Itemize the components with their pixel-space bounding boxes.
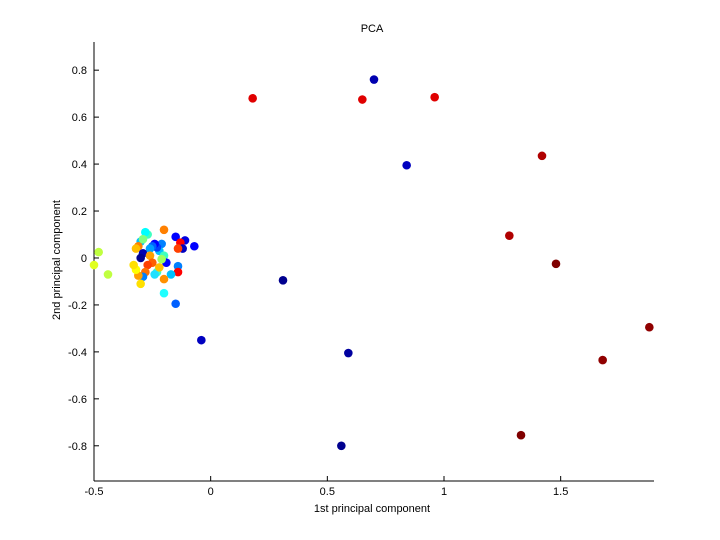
scatter-point <box>645 322 654 332</box>
y-tick-label: 0.8 <box>72 65 87 77</box>
scatter-point <box>136 253 145 263</box>
scatter-point <box>505 231 514 240</box>
scatter-point <box>155 263 164 272</box>
y-tick-label: -0.8 <box>68 441 87 453</box>
scatter-point <box>173 267 183 277</box>
scatter-point <box>171 299 180 309</box>
scatter-point <box>141 227 150 237</box>
chart-title: PCA <box>361 23 384 35</box>
scatter-point <box>145 244 155 253</box>
scatter-point <box>166 270 176 279</box>
scatter-point <box>136 279 145 289</box>
scatter-point <box>190 241 199 251</box>
y-tick-label: 0 <box>81 253 87 265</box>
y-tick-label: 0.2 <box>72 206 87 218</box>
x-tick-label: 0.5 <box>320 486 335 498</box>
scatter-point <box>551 259 561 269</box>
y-tick-label: -0.4 <box>68 347 87 359</box>
scatter-point <box>278 275 288 285</box>
scatter-point <box>430 92 439 102</box>
scatter-point <box>131 244 141 253</box>
scatter-point <box>157 254 166 264</box>
y-tick-label: -0.2 <box>68 300 87 312</box>
scatter-point <box>150 270 159 279</box>
axis-ticks: -0.5 0 0.5 1 1.5 -0.8 -0.6 -0.4 -0.2 0 0.2 0.4 0.6 0.… <box>68 65 568 498</box>
y-tick-label: -0.6 <box>68 394 87 406</box>
scatter-point <box>197 335 206 345</box>
x-axis-title: 1st principal component <box>314 503 430 515</box>
y-tick-label: 0.4 <box>72 159 87 171</box>
scatter-point <box>94 247 103 257</box>
scatter-point <box>337 441 346 451</box>
scatter-point <box>598 355 607 365</box>
scatter-point <box>159 225 169 235</box>
x-tick-label: 1 <box>441 486 447 498</box>
scatter-point <box>138 234 148 244</box>
scatter-point <box>145 251 155 260</box>
scatter-point <box>129 260 138 270</box>
x-tick-label: -0.5 <box>85 486 104 498</box>
scatter-point <box>248 94 257 103</box>
x-tick-label: 1.5 <box>553 486 568 498</box>
x-tick-label: 0 <box>208 486 214 498</box>
scatter-point <box>171 232 180 242</box>
scatter-point <box>159 288 169 298</box>
scatter-point <box>89 260 99 270</box>
scatter-point <box>159 274 169 284</box>
scatter-point <box>537 151 547 161</box>
scatter-point <box>402 160 411 170</box>
data-points <box>89 75 654 451</box>
scatter-point <box>143 260 152 270</box>
scatter-point <box>344 348 353 358</box>
y-tick-label: 0.6 <box>72 112 87 124</box>
y-axis-title: 2nd principal component <box>51 200 63 320</box>
scatter-point <box>173 244 183 253</box>
scatter-point <box>516 430 526 440</box>
axes <box>93 42 654 482</box>
scatter-point <box>358 95 367 104</box>
scatter-point <box>369 75 379 84</box>
scatter-point <box>103 270 113 279</box>
